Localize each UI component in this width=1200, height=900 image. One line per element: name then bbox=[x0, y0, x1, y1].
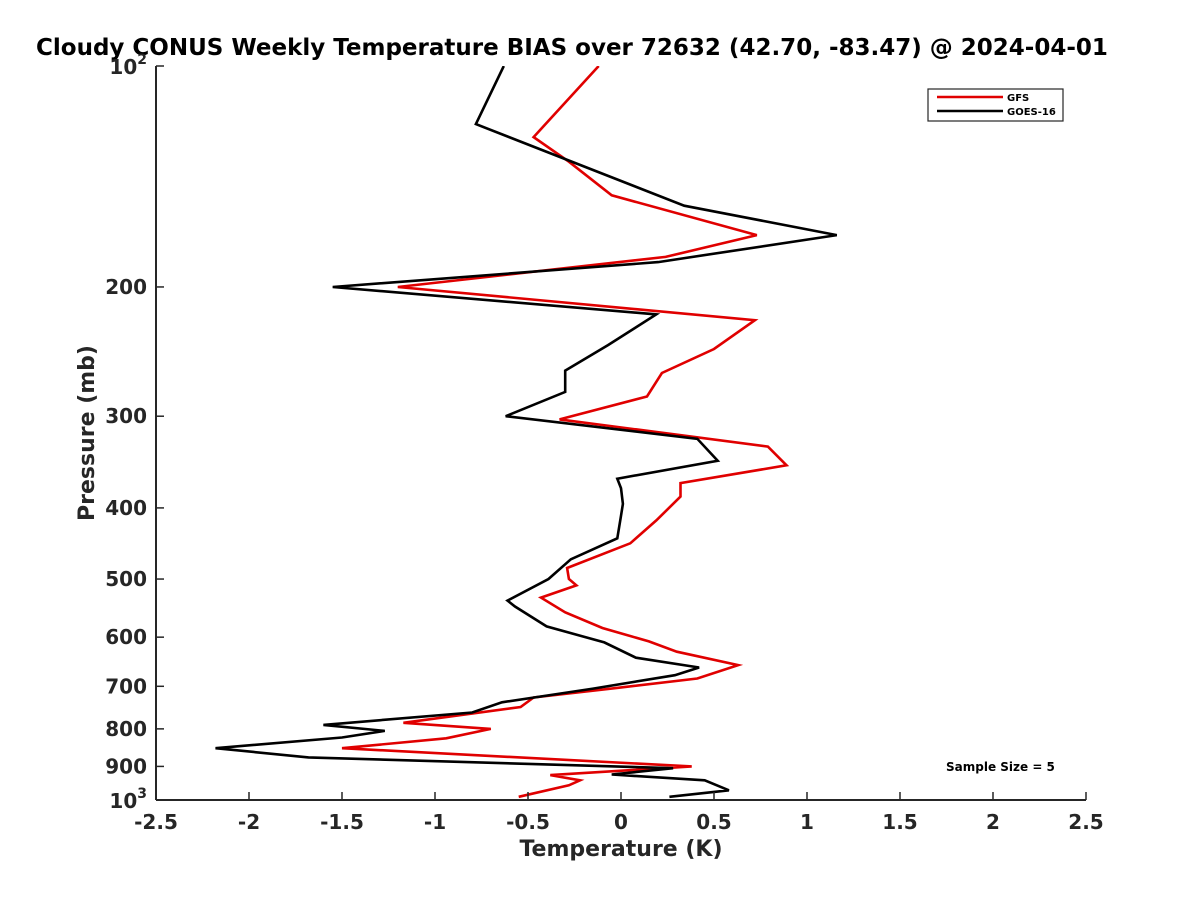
sample-size-annotation: Sample Size = 5 bbox=[946, 760, 1055, 774]
y-tick-base: 10 bbox=[109, 789, 137, 813]
y-tick-label: 103 bbox=[109, 786, 147, 813]
x-tick-label: -0.5 bbox=[506, 810, 550, 834]
x-tick-label: 1 bbox=[800, 810, 814, 834]
x-tick-label: 2 bbox=[986, 810, 1000, 834]
y-tick-label: 300 bbox=[105, 404, 147, 428]
y-tick-exponent: 3 bbox=[137, 786, 147, 802]
legend-box bbox=[927, 88, 1064, 122]
legend-label-goes16: GOES-16 bbox=[1007, 107, 1056, 118]
x-tick-label: -1 bbox=[424, 810, 446, 834]
y-tick-label: 102 bbox=[109, 52, 147, 79]
y-tick-label: 200 bbox=[105, 275, 147, 299]
x-tick-label: 0 bbox=[614, 810, 628, 834]
y-tick-base: 10 bbox=[109, 55, 137, 79]
legend-label-gfs: GFS bbox=[1007, 93, 1029, 104]
x-tick-label: 1.5 bbox=[882, 810, 917, 834]
y-tick-label: 700 bbox=[105, 674, 147, 698]
y-tick-label: 800 bbox=[105, 717, 147, 741]
x-axis-label: Temperature (K) bbox=[519, 837, 722, 862]
y-tick-label: 400 bbox=[105, 496, 147, 520]
x-tick-label: -2 bbox=[238, 810, 260, 834]
series-line-gfs bbox=[341, 66, 790, 799]
y-tick-label: 600 bbox=[105, 625, 147, 649]
series-line-goes-16 bbox=[215, 66, 838, 799]
y-tick-exponent: 2 bbox=[137, 52, 147, 68]
x-tick-label: -1.5 bbox=[320, 810, 364, 834]
y-axis-label: Pressure (mb) bbox=[75, 345, 100, 521]
x-ticks: -2.5 -2 -1.5 -1 -0.5 0 0.5 1 1.5 2 2.5 bbox=[134, 792, 1104, 834]
y-tick-label: 500 bbox=[105, 567, 147, 591]
y-tick-label: 900 bbox=[105, 754, 147, 778]
legend: GFS GOES-16 bbox=[927, 88, 1064, 122]
series-layer bbox=[215, 66, 838, 799]
chart-title: Cloudy CONUS Weekly Temperature BIAS ove… bbox=[36, 35, 1108, 61]
x-tick-label: 0.5 bbox=[696, 810, 731, 834]
x-tick-label: -2.5 bbox=[134, 810, 178, 834]
x-tick-label: 2.5 bbox=[1068, 810, 1103, 834]
